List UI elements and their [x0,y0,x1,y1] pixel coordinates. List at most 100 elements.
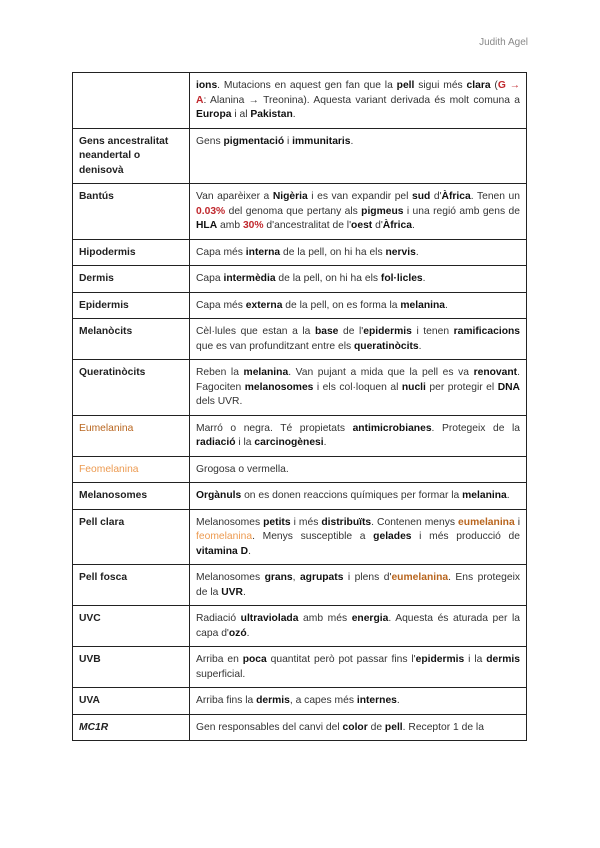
text-segment: amb més [298,613,352,624]
definition-cell: Capa intermèdia de la pell, on hi ha els… [189,265,527,293]
text-segment: . Van pujant a mida que la pell es va [288,367,474,378]
text-segment: i la [235,437,255,448]
term-cell: Melanòcits [72,318,190,360]
definition-cell: Van aparèixer a Nigèria i es van expandi… [189,183,527,240]
term-cell: UVB [72,646,190,688]
highlighted-text: clara [466,80,491,91]
table-row: Gens ancestralitat neandertal o denisovà… [72,127,527,184]
term-cell [72,72,190,129]
text-segment: . [411,220,415,231]
definition-cell: Capa més externa de la pell, on es forma… [189,291,527,319]
table-row: Melanòcits Cèl·lules que estan a la base … [72,318,527,360]
highlighted-text: externa [245,299,283,311]
highlighted-text: melanina [462,490,507,501]
highlighted-text: grans [264,572,293,583]
table-row: Pell fosca Melanosomes grans, agrupats i … [72,564,527,606]
text-segment: de [367,721,385,733]
text-segment: Arriba en [196,654,243,665]
text-segment: . Tenen un [470,191,520,202]
text-segment: Capa [196,273,224,284]
definition-cell: Orgànuls on es donen reaccions químiques… [189,482,527,510]
definition-cell: Cèl·lules que estan a la base de l'epide… [189,318,527,360]
text-segment: . [418,340,422,352]
highlighted-text: gelades [373,531,412,542]
text-segment: . [292,109,296,120]
highlighted-text: nervis [385,246,416,258]
table-row: Hipodermis Capa més interna de la pell, o… [72,238,527,266]
text-segment: Arriba fins la [196,695,257,706]
text-segment: d' [372,220,383,231]
text-segment: i més producció de [411,531,520,542]
text-segment: i els col·loquen al [313,381,402,393]
highlighted-text: epidermis [363,326,412,337]
text-segment: superficial. [196,668,246,680]
term-cell: UVA [72,687,190,715]
text-segment: . [422,273,426,284]
highlighted-text: pigmentació [223,135,285,147]
highlighted-text: Àfrica [441,191,471,202]
text-segment: . [445,299,448,311]
text-segment: i tenen [411,326,454,337]
definition-cell: Capa més interna de la pell, on hi ha el… [189,238,527,266]
highlighted-text: ozó [228,627,247,639]
highlighted-text: queratinòcits [354,340,419,352]
text-segment: quantitat però pot passar fins l' [266,654,416,665]
text-segment: dels UVR. [196,396,243,407]
term-cell: Eumelanina [72,414,190,457]
highlighted-text: sud [412,191,431,202]
term-cell: Dermis [72,265,190,293]
text-segment: Melanosomes [196,572,265,583]
text-segment: Capa més [196,299,246,311]
table-row: Feomelanina Grogosa o vermella. [72,455,527,483]
text-segment: per protegir el [425,381,498,393]
term-cell: Pell fosca [72,564,190,606]
text-segment: Melanosomes [196,516,264,528]
term-cell: Melanosomes [72,482,190,510]
text-segment: amb [217,220,243,231]
table-row: ions. Mutacions en aquest gen fan que la… [72,72,527,129]
definition-cell: ions. Mutacions en aquest gen fan que la… [189,72,527,129]
highlighted-text: eumelanina [391,572,449,583]
highlighted-text: feomelanina [196,531,253,542]
text-segment: . [350,135,354,147]
highlighted-text: interna [245,246,281,258]
highlighted-text: distribuïts [321,516,372,528]
highlighted-text: petits [263,516,291,528]
text-segment: Capa més [196,246,246,258]
definition-cell: Gen responsables del canvi del color de … [189,713,527,741]
highlighted-text: antimicrobianes [352,422,432,434]
text-segment: . Aquesta és aturada per la capa d' [196,613,520,639]
highlighted-text: Europa [196,109,232,120]
text-segment: . [242,586,246,598]
text-segment: d'ancestralitat de l' [263,220,352,231]
highlighted-text: renovant [473,367,518,378]
highlighted-text: base [314,326,339,337]
table-row: UVC Radiació ultraviolada amb més energia… [72,605,527,647]
highlighted-text: 30% [242,220,264,231]
text-segment: . Mutacions en aquest gen fan que la [217,80,397,91]
term-cell: Queratinòcits [72,359,190,416]
text-segment: de la pell, on hi ha els [280,246,386,258]
highlighted-text: pell [384,721,403,733]
highlighted-text: intermèdia [223,273,276,284]
highlighted-text: DNA [497,381,520,393]
definition-cell: Marró o negra. Té propietats antimicrobi… [189,414,527,457]
highlighted-text: Nigèria [272,191,308,202]
highlighted-text: vitamina D [196,545,249,557]
text-segment: de l' [338,326,364,337]
term-cell: Pell clara [72,508,190,565]
text-segment: i plens d' [343,572,392,583]
highlighted-text: melanina [400,299,445,311]
highlighted-text: pell [396,80,415,91]
text-segment: Van aparèixer a [196,191,273,202]
text-segment: que es van profunditzant entre els [196,340,354,352]
term-cell: Feomelanina [72,455,190,483]
table-row: MC1R Gen responsables del canvi del color… [72,713,527,741]
highlighted-text: Àfrica [382,220,412,231]
highlighted-text: ions [196,80,218,91]
definition-cell: Melanosomes petits i més distribuïts. Co… [189,508,527,565]
definition-cell: Radiació ultraviolada amb més energia. A… [189,605,527,647]
text-segment: Radiació [196,613,241,624]
highlighted-text: Pakistan [250,109,293,120]
text-segment: . Protegeix de la [431,422,520,434]
